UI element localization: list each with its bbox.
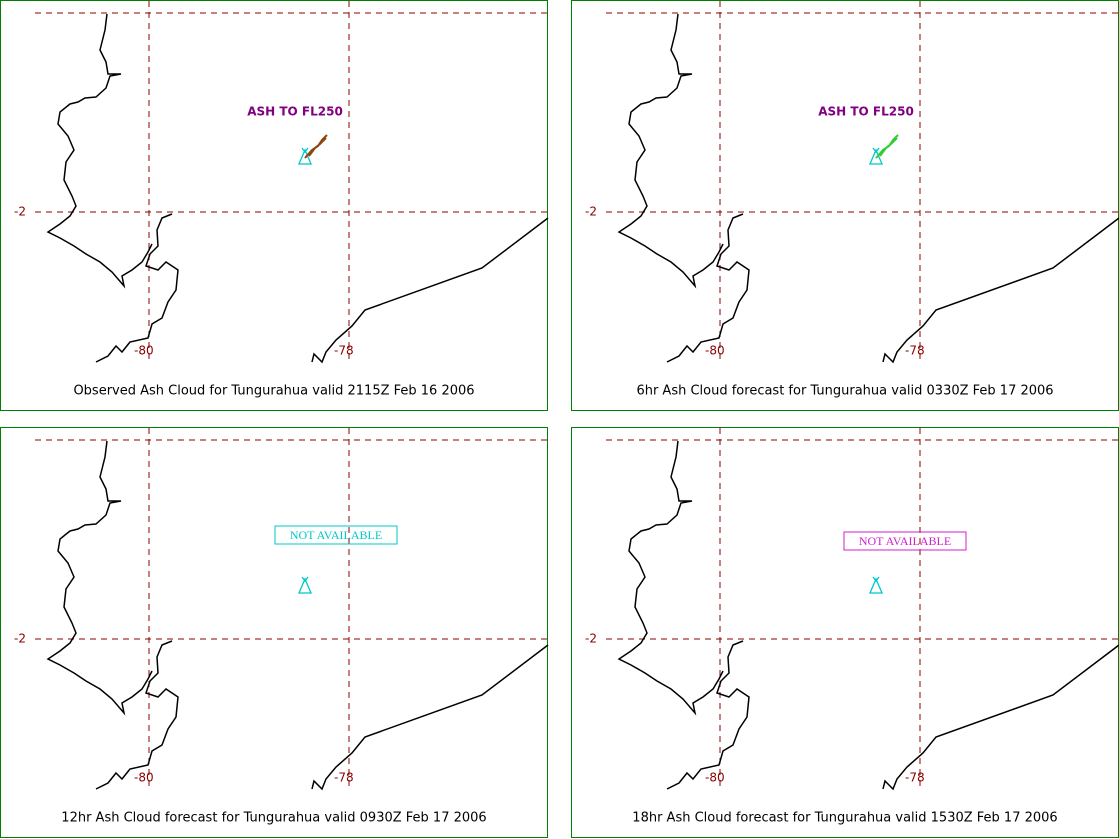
coastline — [882, 217, 1119, 364]
lon-label: -80 — [705, 771, 725, 785]
lon-label: -78 — [905, 344, 925, 358]
annotation: ASH TO FL250 — [247, 105, 343, 119]
lat-label: -2 — [585, 632, 597, 646]
coastline — [311, 644, 549, 791]
lon-label: -80 — [134, 344, 154, 358]
panel-border — [0, 427, 548, 838]
lat-label: -2 — [585, 205, 597, 219]
annotation: ASH TO FL250 — [818, 105, 914, 119]
coastline — [617, 13, 724, 289]
volcano-symbol — [869, 576, 883, 594]
lon-label: -78 — [905, 771, 925, 785]
volcano-symbol — [298, 147, 312, 165]
coastline — [95, 213, 179, 363]
ash-plume — [875, 134, 899, 159]
coastline — [666, 640, 750, 790]
lon-label: -80 — [705, 344, 725, 358]
lat-label: -2 — [14, 632, 26, 646]
lat-label: -2 — [14, 205, 26, 219]
coastline — [311, 217, 549, 364]
panel-caption: 18hr Ash Cloud forecast for Tungurahua v… — [632, 811, 1057, 826]
lon-label: -78 — [334, 771, 354, 785]
lon-label: -78 — [334, 344, 354, 358]
panel-border — [571, 427, 1119, 838]
annotation: NOT AVAILABLE — [290, 528, 382, 542]
panel-caption: 12hr Ash Cloud forecast for Tungurahua v… — [61, 811, 486, 826]
lon-label: -80 — [134, 771, 154, 785]
coastline — [46, 13, 153, 289]
annotation: NOT AVAILABLE — [859, 534, 951, 548]
volcano-symbol — [869, 147, 883, 165]
annotation-box — [843, 531, 967, 551]
coastline — [46, 440, 153, 716]
map-panel: -2 -80 -78 Observed Ash Cloud for Tungurahu… — [0, 0, 549, 411]
panel-caption: Observed Ash Cloud for Tungurahua valid … — [73, 384, 474, 399]
coastline — [882, 644, 1119, 791]
coastline — [95, 640, 179, 790]
panel-border — [0, 0, 548, 411]
annotation-box — [274, 525, 398, 545]
coastline — [617, 440, 724, 716]
map-panel: -2 -80 -78 12hr Ash Cloud forecast for Tung… — [0, 427, 549, 838]
panel-caption: 6hr Ash Cloud forecast for Tungurahua va… — [636, 384, 1053, 399]
map-panel: -2 -80 -78 18hr Ash Cloud forecast for Tung… — [571, 427, 1119, 838]
volcano-symbol — [298, 576, 312, 594]
map-panel: -2 -80 -78 6hr Ash Cloud forecast for Tungu… — [571, 0, 1119, 411]
ash-plume — [304, 134, 328, 159]
coastline — [666, 213, 750, 363]
panel-border — [571, 0, 1119, 411]
